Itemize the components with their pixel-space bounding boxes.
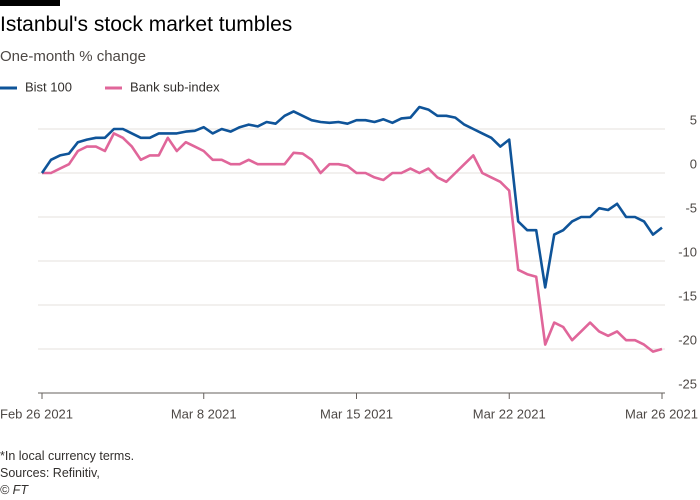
series-line: [40, 105, 663, 289]
x-tick-label: Mar 8 2021: [171, 406, 237, 421]
x-tick-label: Mar 15 2021: [320, 406, 393, 421]
y-tick-label: -5: [685, 200, 697, 215]
x-tick-label: Feb 26 2021: [0, 406, 73, 421]
y-tick-label: -15: [678, 288, 697, 303]
y-tick-label: -20: [678, 332, 697, 347]
y-tick-label: 0: [690, 156, 697, 171]
x-tick-label: Mar 26 2021: [625, 406, 698, 421]
y-tick-label: 5: [690, 112, 697, 127]
brand-bar: [0, 0, 60, 6]
chart-subtitle: One-month % change: [0, 48, 146, 65]
chart-title: Istanbul's stock market tumbles: [0, 13, 292, 36]
footnote: *In local currency terms.: [0, 449, 134, 463]
legend-label: Bist 100: [25, 79, 72, 94]
y-tick-label: -25: [678, 376, 697, 391]
series-line: [42, 132, 663, 353]
credit: © FT: [0, 483, 29, 497]
x-tick-label: Mar 22 2021: [473, 406, 546, 421]
y-tick-label: -10: [678, 244, 697, 259]
source: Sources: Refinitiv,: [0, 466, 100, 480]
legend-label: Bank sub-index: [130, 79, 220, 94]
